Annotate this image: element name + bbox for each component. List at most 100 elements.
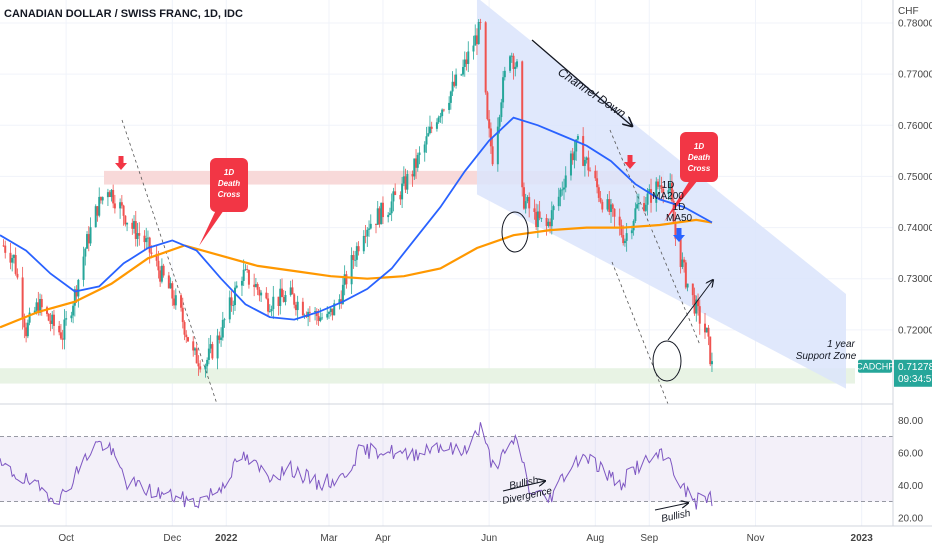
candle-body	[705, 327, 708, 333]
candle-body	[282, 296, 285, 302]
candle-body	[597, 187, 600, 198]
candle-body	[709, 336, 712, 365]
candle-body	[112, 189, 115, 204]
candle-body	[489, 128, 492, 147]
candle-body	[133, 221, 136, 229]
candle-body	[136, 233, 139, 239]
candle-body	[439, 116, 442, 118]
candle-body	[94, 206, 97, 228]
candle-body	[392, 191, 395, 202]
candle-body	[596, 178, 599, 188]
candle-body	[101, 197, 104, 201]
candle-body	[169, 283, 172, 289]
time-axis-ticks[interactable]: Oct Dec 2022 Mar Apr Jun Aug Sep Nov 2023	[58, 533, 873, 544]
death-cross-pointer-1	[199, 210, 224, 246]
candle-body	[192, 341, 195, 351]
candle-body	[124, 215, 127, 225]
price-axis-ticks[interactable]: 0.78000 0.77000 0.76000 0.75000 0.74000 0.730…	[898, 19, 932, 337]
moving-averages	[0, 116, 713, 329]
last-price-label[interactable]: CADCHF 0.71278 09:34:57	[856, 359, 932, 387]
ma200-label-line-1: 1D	[662, 180, 675, 191]
drawings	[115, 39, 713, 511]
candle-body	[209, 344, 212, 349]
time-tick-label: Jun	[481, 533, 497, 544]
rsi-line	[0, 422, 713, 510]
rsi-axis-ticks[interactable]: 80.00 60.00 40.00 20.00	[898, 416, 923, 525]
candle-body	[180, 295, 183, 308]
candle-body	[399, 194, 402, 200]
candle-body	[193, 348, 196, 351]
candle-body	[634, 208, 637, 221]
candle-body	[221, 319, 224, 338]
candle-body	[658, 185, 661, 187]
candle-body	[437, 117, 440, 123]
candle-body	[207, 348, 210, 360]
candle-body	[369, 223, 372, 229]
candle-body	[514, 66, 517, 69]
candle-body	[86, 234, 89, 249]
rsi-tick-label: 20.00	[898, 513, 923, 524]
candle-body	[646, 193, 649, 205]
candle-body	[160, 265, 163, 282]
candle-body	[47, 313, 50, 321]
trend-guides	[121, 119, 701, 405]
candle-body	[411, 174, 414, 177]
blue-down-arrow-shaft	[676, 228, 682, 235]
candle-body	[173, 298, 176, 306]
ma200-label-line-2: MA200	[652, 191, 684, 202]
candle-body	[242, 269, 245, 281]
blue-down-arrow-head	[673, 235, 685, 242]
dashed-trendline	[609, 129, 701, 346]
highlight-circles	[501, 211, 682, 382]
candle-body	[463, 59, 466, 67]
candle-body	[73, 289, 76, 306]
candle-body	[230, 297, 233, 306]
candle-body	[479, 22, 482, 23]
candle-body	[582, 136, 585, 166]
candle-body	[110, 189, 113, 198]
candle-body	[321, 317, 324, 319]
time-tick-label: Mar	[320, 533, 338, 544]
channel-down[interactable]	[476, 0, 846, 389]
candle-body	[72, 305, 75, 316]
chart-title: CANADIAN DOLLAR / SWISS FRANC, 1D, IDC	[4, 8, 243, 20]
candle-body	[254, 284, 257, 287]
candle-body	[679, 238, 682, 267]
candle-body	[453, 81, 456, 86]
dashed-trendline	[611, 261, 669, 405]
candle-body	[573, 151, 576, 161]
candle-body	[415, 158, 418, 168]
candle-body	[148, 237, 151, 253]
last-price-badge	[894, 359, 932, 387]
candle-body	[423, 144, 426, 153]
candle-body	[256, 284, 259, 290]
candle-body	[16, 273, 19, 278]
candle-body	[387, 214, 390, 218]
time-tick-label: Nov	[747, 533, 765, 544]
death-cross-callout-1: 1D Death Cross	[199, 158, 248, 246]
candle-body	[96, 206, 99, 216]
candle-body	[697, 299, 700, 307]
symbol-label: CADCHF	[856, 361, 894, 371]
candle-body	[319, 317, 322, 321]
candle-body	[669, 182, 672, 191]
death-cross-2-line-3: Cross	[688, 164, 711, 173]
rsi-pane	[0, 422, 893, 510]
candle-body	[674, 222, 677, 239]
candle-body	[670, 182, 673, 201]
candle-body	[35, 302, 38, 311]
time-tick-label: Oct	[58, 533, 74, 544]
candle-body	[427, 133, 430, 137]
support-label-line-2: Support Zone	[796, 351, 857, 362]
candle-body	[557, 196, 560, 207]
candle-body	[23, 318, 26, 328]
candle-body	[131, 222, 134, 229]
candle-body	[235, 285, 238, 288]
candle-body	[28, 312, 31, 323]
candle-body	[533, 208, 536, 212]
candle-body	[521, 61, 524, 188]
candle-body	[301, 301, 304, 316]
candle-body	[601, 201, 604, 210]
candle-body	[328, 312, 330, 314]
